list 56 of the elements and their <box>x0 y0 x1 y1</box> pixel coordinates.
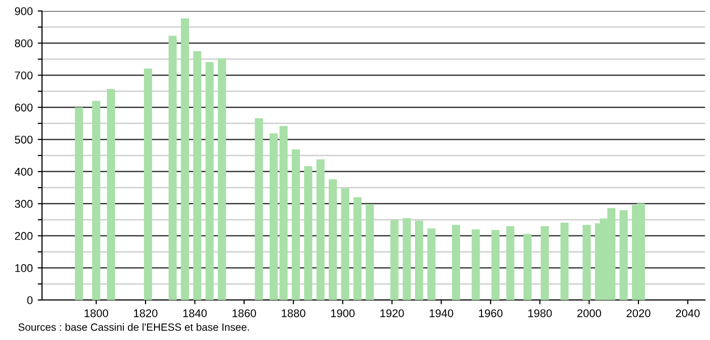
bar <box>328 179 337 300</box>
bar <box>620 210 628 300</box>
x-tick-label: 1980 <box>528 309 552 318</box>
x-tick-label: 2000 <box>577 309 602 318</box>
bar <box>218 58 226 300</box>
bar <box>523 234 532 300</box>
y-tick-label: 100 <box>15 264 33 272</box>
bar <box>353 197 362 300</box>
bar <box>540 226 549 300</box>
x-tick-label: 2020 <box>626 309 650 318</box>
x-tick-label: 1960 <box>479 309 502 318</box>
bar <box>390 220 399 300</box>
y-tick-label: 0 <box>27 296 33 304</box>
bar <box>402 218 411 300</box>
y-tick-label: 600 <box>15 104 33 112</box>
y-tick-label: 300 <box>14 200 33 208</box>
bar <box>168 36 177 300</box>
bar <box>270 133 278 300</box>
x-tick-label: 1940 <box>430 309 454 318</box>
bar <box>452 224 460 300</box>
x-tick-label: 1920 <box>380 309 404 318</box>
bar <box>279 126 288 300</box>
x-tick-label: 1800 <box>84 309 108 318</box>
y-tick-label: 200 <box>14 232 33 240</box>
source-note: Sources : base Cassini de l'EHESS et base Insee. <box>18 323 249 331</box>
bar <box>415 220 424 300</box>
y-tick-label: 400 <box>14 168 33 176</box>
bar <box>304 166 312 300</box>
bar <box>92 100 100 300</box>
bar <box>560 222 569 300</box>
bar <box>316 159 325 300</box>
bar <box>292 149 300 300</box>
bar <box>254 118 263 300</box>
bar <box>506 226 514 300</box>
y-tick-label: 900 <box>14 7 33 16</box>
bar <box>472 229 480 300</box>
x-tick-label: 1820 <box>134 309 158 318</box>
y-tick-label: 800 <box>14 39 33 48</box>
x-tick-label: 2040 <box>676 309 700 318</box>
bar <box>582 224 591 300</box>
bar <box>341 188 350 300</box>
bar <box>193 51 202 300</box>
bar <box>180 18 190 300</box>
bar <box>144 68 152 300</box>
bar <box>206 62 214 300</box>
x-tick-label: 1860 <box>232 309 256 318</box>
bar <box>427 228 436 300</box>
bar <box>106 89 116 300</box>
bar <box>491 230 500 300</box>
x-tick-label: 1900 <box>331 309 355 318</box>
y-tick-label: 500 <box>14 136 33 144</box>
y-tick-label: 700 <box>15 71 33 80</box>
x-tick-label: 1840 <box>183 309 207 318</box>
x-tick-label: 1880 <box>282 309 306 318</box>
bar <box>366 204 374 300</box>
bar <box>74 107 84 300</box>
